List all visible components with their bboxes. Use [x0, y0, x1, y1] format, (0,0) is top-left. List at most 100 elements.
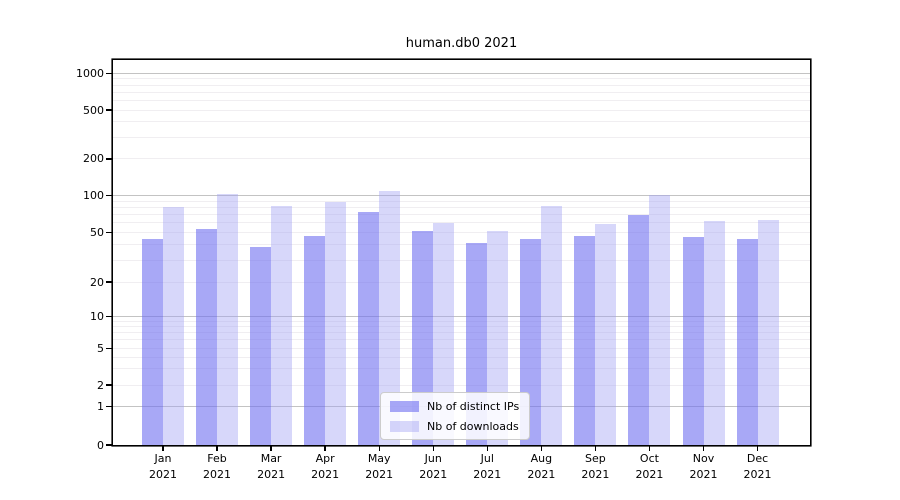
y-tick-label-1000: 1000 — [76, 66, 104, 80]
bar-distinct-ips-mar — [250, 247, 272, 445]
y-tick-mark-20 — [106, 281, 112, 283]
x-tick-mark-jan — [162, 446, 164, 451]
x-tick-mark-mar — [270, 446, 272, 451]
x-tick-mark-may — [378, 446, 380, 451]
gridline-major-100 — [113, 195, 810, 197]
legend-label-downloads: Nb of downloads — [427, 419, 519, 433]
y-tick-mark-50 — [106, 231, 112, 233]
x-tick-label-nov: Nov 2021 — [689, 452, 718, 481]
gridline-minor-4 — [113, 356, 810, 358]
bar-distinct-ips-oct — [628, 214, 650, 445]
x-tick-mark-jun — [432, 446, 434, 451]
gridline-minor-8 — [113, 326, 810, 328]
x-tick-mark-aug — [540, 446, 543, 451]
x-tick-label-jul: Jul 2021 — [473, 452, 502, 481]
x-tick-mark-nov — [702, 446, 705, 451]
gridline-minor-50 — [113, 231, 810, 233]
y-tick-mark-1 — [106, 406, 112, 408]
y-tick-label-50: 50 — [90, 225, 104, 239]
bar-downloads-jun — [433, 222, 455, 445]
gridline-minor-80 — [113, 206, 810, 208]
x-tick-mark-feb — [216, 446, 218, 451]
y-tick-mark-0 — [106, 444, 112, 446]
y-tick-mark-200 — [106, 158, 112, 160]
x-tick-mark-oct — [648, 446, 651, 451]
gridline-minor-2 — [113, 384, 810, 386]
y-tick-mark-10 — [106, 316, 112, 318]
bar-distinct-ips-feb — [196, 229, 218, 445]
gridline-minor-700 — [113, 91, 810, 93]
x-tick-label-mar: Mar 2021 — [257, 452, 286, 481]
bar-distinct-ips-jan — [142, 239, 163, 445]
gridline-minor-90 — [113, 200, 810, 202]
gridline-minor-20 — [113, 281, 810, 283]
y-tick-label-5: 5 — [97, 341, 104, 355]
y-tick-label-100: 100 — [83, 189, 104, 203]
y-tick-label-200: 200 — [83, 152, 104, 166]
y-tick-label-2: 2 — [97, 378, 104, 392]
bar-distinct-ips-may — [358, 212, 380, 445]
x-tick-mark-jul — [486, 446, 488, 451]
bar-distinct-ips-dec — [736, 239, 758, 445]
gridline-minor-800 — [113, 84, 810, 86]
y-tick-mark-100 — [106, 195, 112, 197]
y-tick-mark-1000 — [106, 72, 112, 74]
bar-distinct-ips-apr — [304, 235, 326, 445]
plot-area: Nb of distinct IPs Nb of downloads — [113, 60, 810, 445]
gridline-minor-40 — [113, 243, 810, 245]
legend-swatch-distinct-ips — [390, 400, 419, 412]
bar-downloads-jul — [487, 231, 509, 445]
gridline-minor-5 — [113, 347, 810, 349]
x-tick-label-apr: Apr 2021 — [311, 452, 340, 481]
bar-distinct-ips-sep — [574, 235, 596, 445]
gridline-minor-500 — [113, 109, 810, 111]
bar-downloads-mar — [271, 205, 293, 445]
y-tick-label-20: 20 — [90, 275, 104, 289]
y-tick-label-0: 0 — [97, 438, 104, 452]
y-tick-mark-2 — [106, 384, 112, 386]
x-tick-label-feb: Feb 2021 — [203, 452, 232, 481]
gridline-minor-600 — [113, 99, 810, 101]
gridline-minor-70 — [113, 214, 810, 216]
x-tick-label-sep: Sep 2021 — [581, 452, 610, 481]
gridline-minor-900 — [113, 78, 810, 80]
gridline-minor-3 — [113, 368, 810, 370]
gridline-major-10 — [113, 316, 810, 318]
x-tick-label-may: May 2021 — [365, 452, 394, 481]
legend-entry-distinct-ips: Nb of distinct IPs — [390, 398, 519, 414]
x-tick-label-aug: Aug 2021 — [527, 452, 556, 481]
y-tick-label-1: 1 — [97, 400, 104, 414]
bar-downloads-nov — [703, 220, 725, 445]
bar-downloads-feb — [217, 194, 239, 445]
chart-title: human.db0 2021 — [405, 36, 518, 51]
bar-downloads-dec — [757, 220, 779, 445]
y-tick-mark-5 — [106, 347, 112, 349]
bar-distinct-ips-nov — [682, 236, 704, 445]
gridline-minor-400 — [113, 121, 810, 123]
bar-downloads-sep — [595, 223, 617, 445]
legend: Nb of distinct IPs Nb of downloads — [380, 392, 531, 440]
bar-downloads-jan — [163, 207, 184, 445]
bar-downloads-aug — [541, 205, 563, 445]
x-tick-label-jan: Jan 2021 — [149, 452, 177, 481]
bar-downloads-oct — [649, 195, 671, 445]
bar-downloads-may — [379, 190, 401, 445]
gridline-minor-60 — [113, 222, 810, 224]
x-tick-label-jun: Jun 2021 — [419, 452, 448, 481]
legend-entry-downloads: Nb of downloads — [390, 418, 519, 434]
x-tick-mark-dec — [756, 446, 759, 451]
gridline-minor-200 — [113, 158, 810, 160]
x-tick-mark-sep — [594, 446, 597, 451]
gridline-minor-6 — [113, 339, 810, 341]
legend-label-distinct-ips: Nb of distinct IPs — [427, 399, 520, 413]
gridline-minor-7 — [113, 332, 810, 334]
bar-downloads-apr — [325, 202, 347, 445]
legend-swatch-downloads — [390, 420, 419, 432]
gridline-major-1000 — [113, 72, 810, 74]
x-tick-label-oct: Oct 2021 — [635, 452, 664, 481]
x-tick-label-dec: Dec 2021 — [743, 452, 772, 481]
gridline-minor-9 — [113, 321, 810, 322]
x-tick-mark-apr — [324, 446, 326, 451]
gridline-minor-30 — [113, 259, 810, 261]
